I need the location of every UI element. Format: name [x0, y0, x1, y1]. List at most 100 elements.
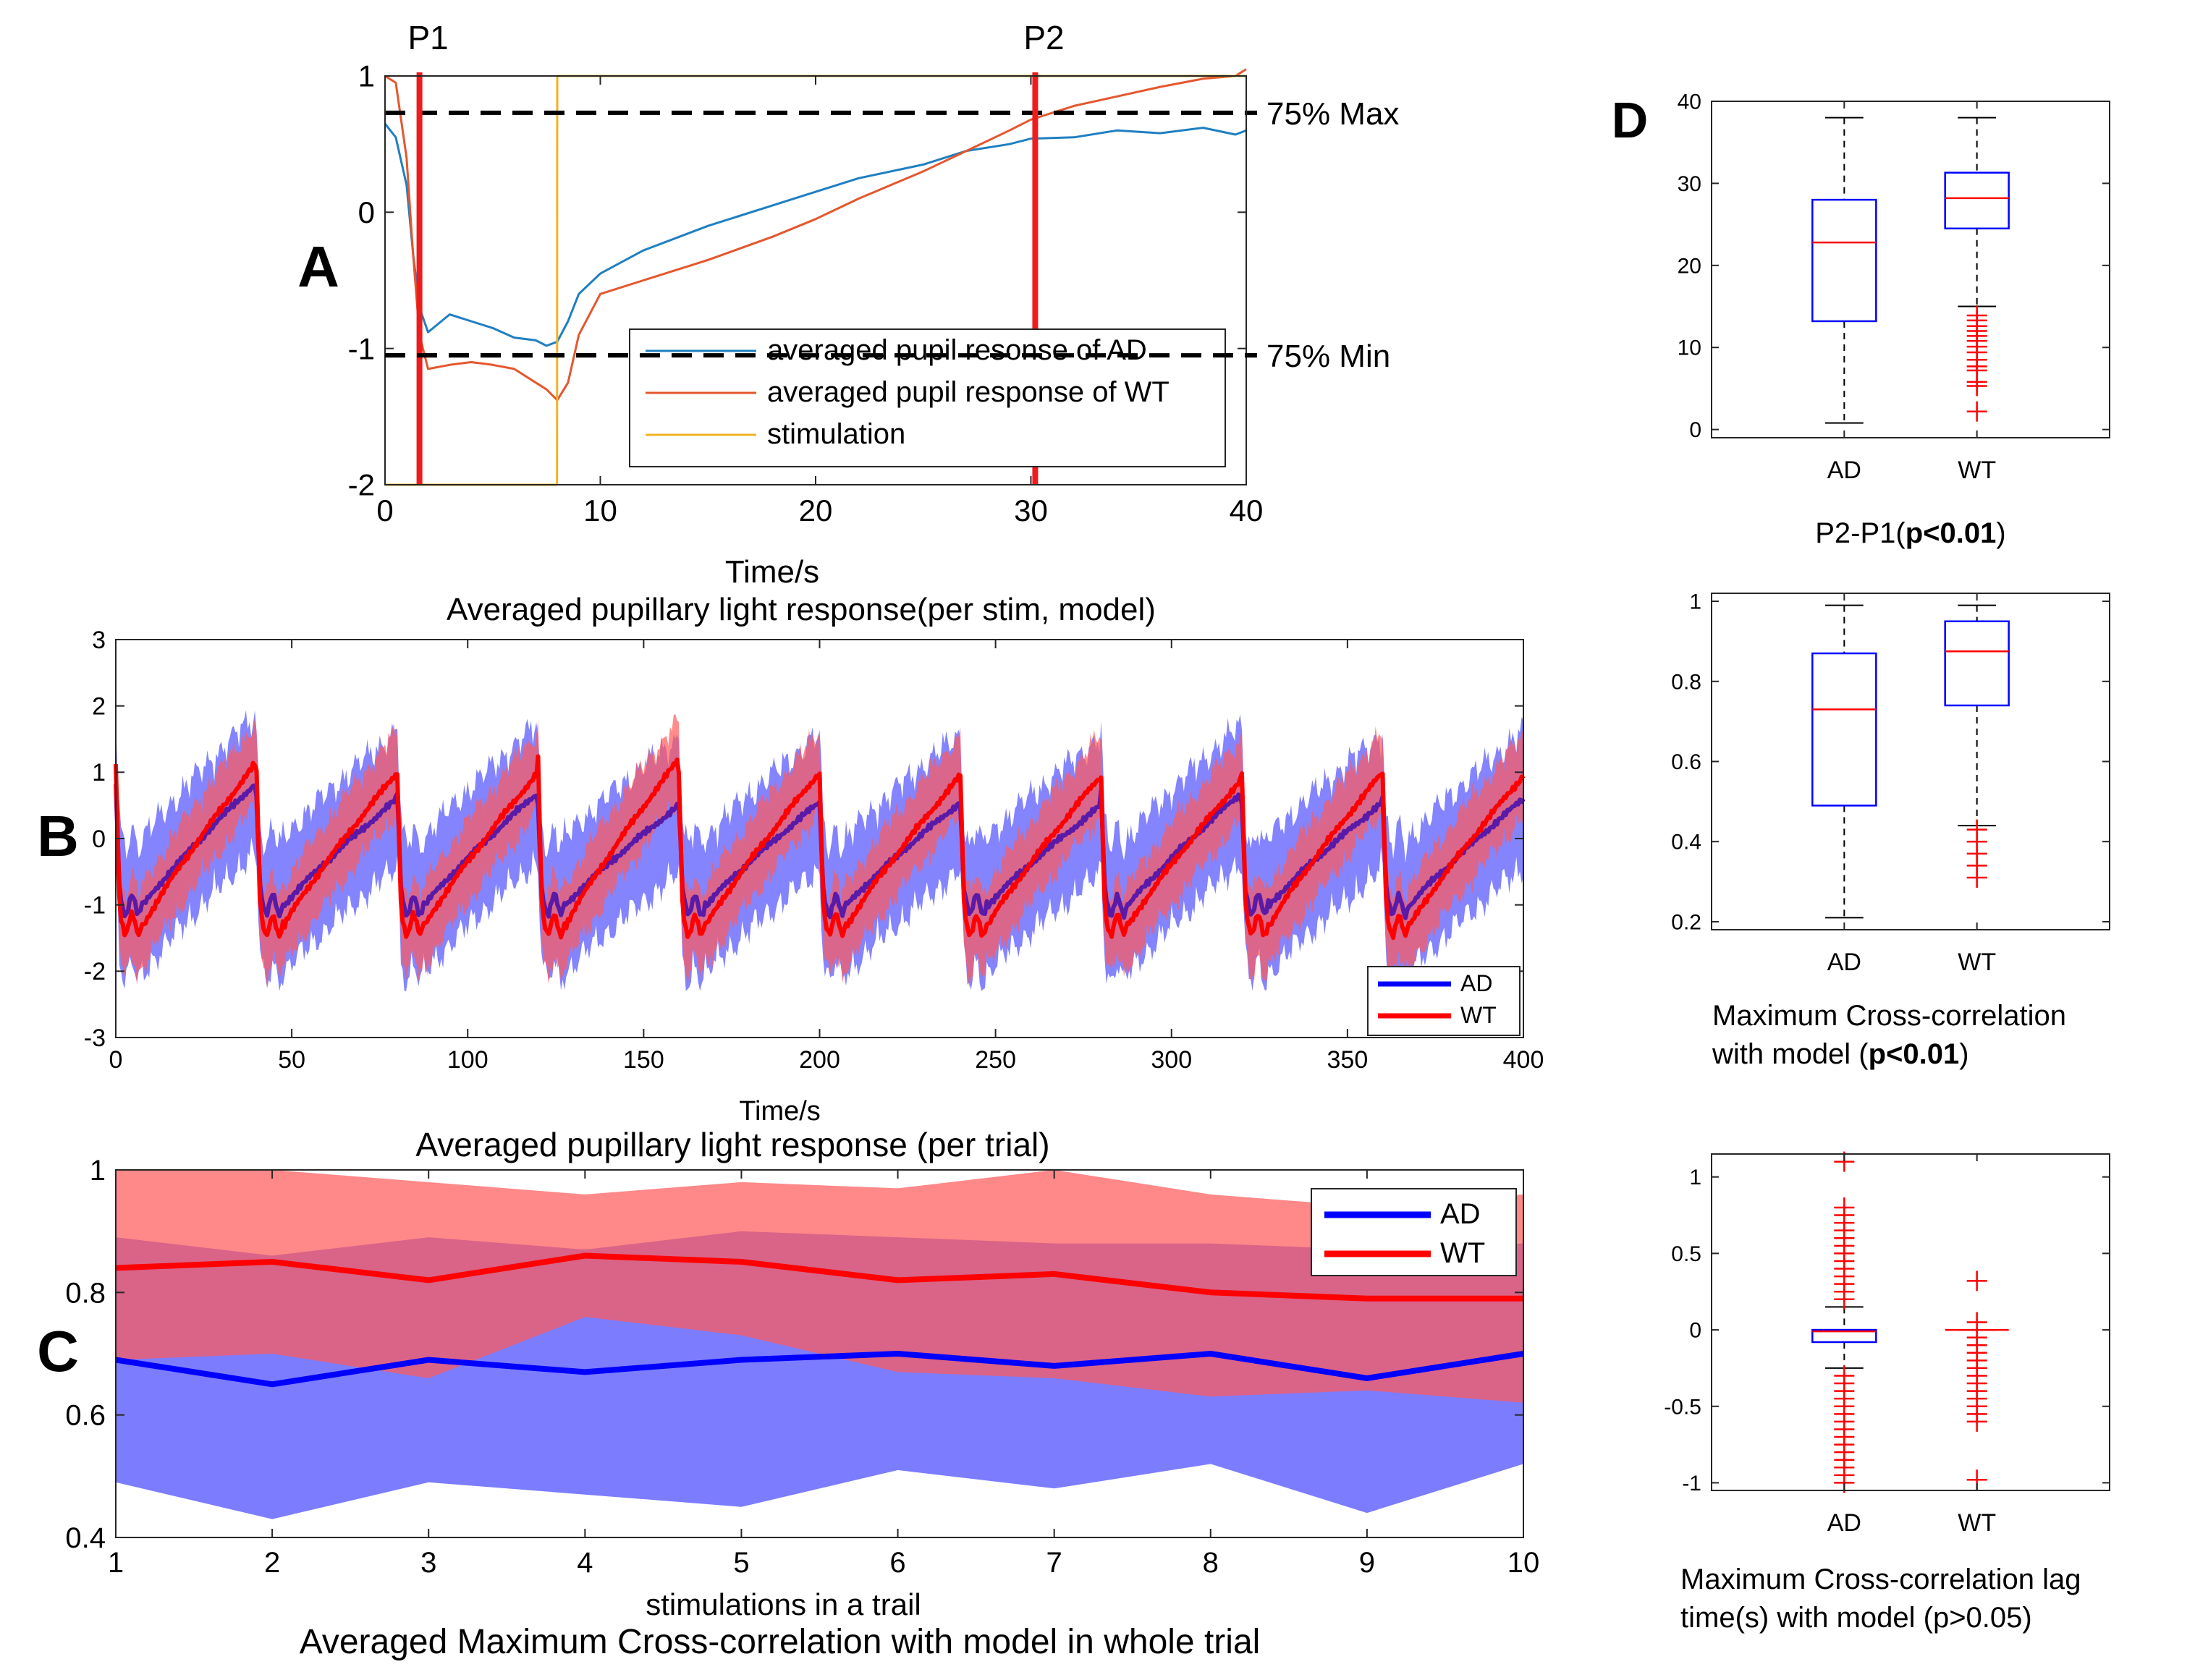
panel-a-xtick-label: 20 — [799, 493, 833, 527]
panel-c-xtick-label: 2 — [264, 1547, 280, 1579]
panel-c-letter: C — [37, 1319, 79, 1383]
panel-d1-category-label: AD — [1827, 457, 1861, 484]
panel-d2-box-wt — [1944, 604, 2010, 888]
panel-d1-caption-bold: p<0.01 — [1906, 517, 1997, 549]
panel-b-legend-label: WT — [1460, 1002, 1497, 1028]
panel-d2-caption-bold: p<0.01 — [1869, 1038, 1960, 1070]
panel-c-ytick-label: 0.8 — [65, 1277, 106, 1309]
panel-d3-box-wt — [1945, 1270, 2009, 1490]
panel-d2-ytick-label: 0.8 — [1671, 670, 1701, 694]
panel-d2-category-label: AD — [1827, 949, 1861, 976]
panel-d2-ytick-label: 1 — [1689, 590, 1701, 614]
panel-d3-ytick-label: 0.5 — [1671, 1242, 1701, 1266]
panel-b-ytick-label: 1 — [92, 759, 106, 786]
panel-b-legend-box — [1367, 966, 1521, 1036]
panel-b-ytick-label: -1 — [84, 892, 106, 920]
panel-c-series-wt — [115, 1252, 1523, 1302]
panel-d3-caption-line2: time(s) with model (p>0.05) — [1680, 1602, 2032, 1634]
panel-d2-iqr-box — [1811, 652, 1877, 807]
panel-c-legend-box — [1311, 1188, 1517, 1276]
panel-d3-category-label: AD — [1827, 1509, 1861, 1537]
panel-d2-caption-line1: Maximum Cross-correlation — [1712, 1000, 2066, 1032]
panel-d1-box-ad — [1811, 116, 1877, 424]
panel-b-letter: B — [37, 804, 79, 868]
panel-a-letter: A — [297, 234, 339, 299]
panel-d1-caption: P2-P1(p<0.01) — [1815, 517, 2005, 549]
panel-d1-iqr-box — [1811, 198, 1877, 323]
panel-b-ytick-label: 3 — [92, 627, 106, 654]
panel-b-xlabel: Time/s — [739, 1096, 821, 1127]
panel-d1-caption-end: ) — [1996, 517, 2005, 549]
panel-b-xtick-label: 200 — [799, 1046, 840, 1074]
panel-d1-category-label: WT — [1958, 457, 1996, 484]
panel-b-xtick-label: 350 — [1327, 1046, 1369, 1074]
panel-c-ytick-label: 1 — [90, 1155, 106, 1187]
panel-a-threshold-label: 75% Min — [1266, 339, 1390, 374]
panel-b-xtick-label: 250 — [975, 1046, 1016, 1074]
panel-a-threshold-label: 75% Max — [1266, 96, 1399, 132]
panel-d3-iqr-box — [1811, 1328, 1877, 1344]
panel-b-title: Averaged pupillary light response (per t… — [415, 1126, 1049, 1163]
panel-c-title: Averaged Maximum Cross-correlation with … — [300, 1623, 1261, 1661]
panel-d2-caption-end: ) — [1959, 1038, 1968, 1070]
panel-a-legend-label: stimulation — [767, 418, 905, 450]
panel-c-xtick-label: 7 — [1046, 1547, 1062, 1579]
panel-d1-ytick-label: 0 — [1689, 418, 1701, 442]
panel-d1-ytick-label: 20 — [1678, 254, 1701, 278]
panel-d2-ytick-label: 0.6 — [1671, 750, 1701, 774]
panel-a-ytick-label: 1 — [358, 59, 375, 93]
panel-c-legend-label: WT — [1440, 1237, 1485, 1269]
panel-d2-category-label: WT — [1958, 949, 1996, 976]
panel-d3-category-label: WT — [1958, 1509, 1996, 1537]
panel-c-band-wt — [116, 1170, 1523, 1403]
panel-d1-ytick-label: 10 — [1678, 336, 1701, 360]
panel-d1-frame — [1711, 101, 2110, 438]
panel-d2-box-ad — [1811, 604, 1877, 919]
panel-a-xtick-label: 40 — [1230, 493, 1264, 527]
panel-d1-box-wt — [1944, 116, 2010, 422]
panel-b-ytick-label: -3 — [84, 1024, 106, 1052]
panel-b-xtick-label: 300 — [1151, 1046, 1192, 1074]
panel-d2-ytick-label: 0.4 — [1671, 831, 1701, 854]
panel-d2-frame — [1711, 593, 2110, 930]
panel-b-xtick-label: 50 — [278, 1046, 305, 1074]
panel-d2-iqr-box — [1944, 620, 2010, 707]
panel-b-band-wt — [116, 713, 1523, 990]
panel-a-legend-label: averaged pupil response of WT — [767, 376, 1170, 408]
panel-a-ytick-label: 0 — [358, 195, 375, 229]
panel-d3-ytick-label: 0 — [1689, 1319, 1701, 1343]
panel-c-xtick-label: 10 — [1507, 1547, 1540, 1579]
panel-c-xtick-label: 3 — [420, 1547, 436, 1579]
panel-b-ytick-label: -2 — [84, 958, 106, 985]
panel-b-xtick-label: 400 — [1503, 1046, 1544, 1074]
panel-d1-ytick-label: 40 — [1678, 90, 1701, 114]
panel-a-series-ad — [384, 122, 1247, 347]
panel-a-ytick-label: -2 — [348, 468, 375, 502]
panel-d1-ytick-label: 30 — [1678, 172, 1701, 196]
panel-d3-frame — [1711, 1153, 2110, 1491]
panel-b-xtick-label: 0 — [109, 1046, 123, 1074]
panel-a-marker-label: P2 — [1023, 19, 1064, 56]
panel-a-ytick-label: -1 — [348, 331, 375, 365]
panel-c-xtick-label: 8 — [1203, 1547, 1219, 1579]
panel-a-xtick-label: 30 — [1014, 493, 1048, 527]
panel-a-title: Averaged pupillary light response(per st… — [447, 592, 1156, 627]
panel-c-legend-label: AD — [1440, 1198, 1481, 1230]
panel-d-letter: D — [1612, 92, 1649, 148]
panel-c-frame — [115, 1169, 1524, 1538]
panel-b-xtick-label: 150 — [623, 1046, 664, 1074]
panel-c-xtick-label: 6 — [889, 1547, 905, 1579]
panel-b-legend-label: AD — [1460, 970, 1492, 996]
panel-c-xtick-label: 4 — [577, 1547, 593, 1579]
panel-c-series-ad — [115, 1351, 1524, 1388]
panel-a-xlabel: Time/s — [725, 554, 819, 590]
panel-c-ytick-label: 0.6 — [65, 1400, 106, 1432]
panel-c-xtick-label: 9 — [1359, 1547, 1375, 1579]
panel-d3-caption-line1: Maximum Cross-correlation lag — [1680, 1564, 2081, 1595]
panel-d3-ytick-label: -0.5 — [1664, 1395, 1701, 1419]
panel-a-legend-box — [629, 328, 1226, 467]
panel-d3-box-ad — [1811, 1151, 1877, 1493]
panel-b-ytick-label: 0 — [92, 826, 106, 853]
panel-c-xlabel: stimulations in a trail — [646, 1587, 921, 1621]
